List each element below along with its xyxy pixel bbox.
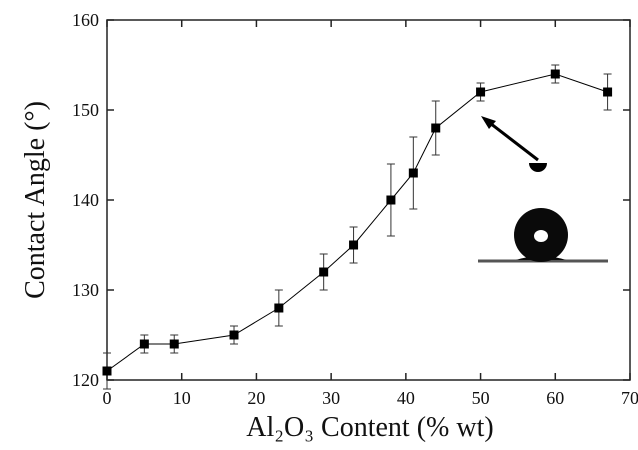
x-tick-label: 20: [247, 388, 265, 408]
data-point: [274, 303, 284, 313]
data-point: [102, 366, 112, 376]
y-tick-label: 140: [72, 190, 99, 210]
data-point: [603, 87, 613, 97]
x-axis-label: Al₂O₃ Content (% wt): [246, 412, 493, 443]
data-point: [229, 330, 239, 340]
x-tick-label: 10: [173, 388, 191, 408]
data-point: [431, 123, 441, 133]
y-tick-label: 160: [72, 10, 99, 30]
data-point: [169, 339, 179, 349]
x-tick-label: 0: [103, 388, 112, 408]
x-tick-label: 60: [546, 388, 564, 408]
data-point: [408, 168, 418, 178]
y-tick-label: 150: [72, 100, 99, 120]
data-point: [550, 69, 560, 79]
x-tick-label: 70: [621, 388, 638, 408]
data-point: [386, 195, 396, 205]
y-axis-label: Contact Angle (°): [20, 101, 51, 299]
data-point: [476, 87, 486, 97]
data-point: [319, 267, 329, 277]
x-tick-label: 30: [322, 388, 340, 408]
y-tick-label: 130: [72, 280, 99, 300]
x-tick-label: 40: [397, 388, 415, 408]
x-tick-label: 50: [472, 388, 490, 408]
data-point: [349, 240, 359, 250]
data-point: [139, 339, 149, 349]
y-tick-label: 120: [72, 370, 99, 390]
inset-droplet: [478, 116, 608, 263]
